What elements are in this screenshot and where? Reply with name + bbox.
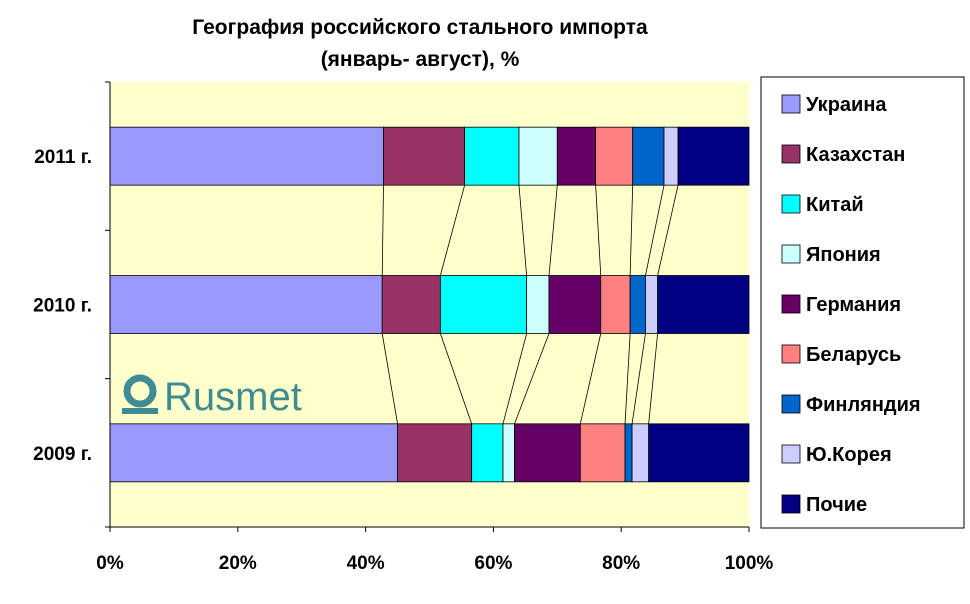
bar-segment-2-3 bbox=[397, 423, 473, 483]
x-tick-label: 20% bbox=[219, 553, 257, 574]
series-line bbox=[624, 333, 631, 424]
bar-segment-6-1 bbox=[595, 126, 634, 186]
series-line bbox=[648, 333, 659, 424]
bar-segment-4-3 bbox=[502, 423, 515, 483]
bar-segment-5-3 bbox=[514, 423, 581, 483]
legend-swatch bbox=[781, 494, 801, 514]
legend-label: Китай bbox=[806, 194, 864, 216]
legend-label: Япония bbox=[806, 244, 881, 266]
rusmet-logo-text: Rusmet bbox=[164, 375, 302, 419]
legend-swatch bbox=[781, 194, 801, 214]
x-tick-label: 60% bbox=[474, 553, 512, 574]
bar-segment-2-2 bbox=[381, 275, 441, 334]
series-line bbox=[629, 185, 634, 276]
legend-swatch bbox=[781, 344, 801, 364]
bar-segment-4-1 bbox=[518, 126, 558, 186]
legend-label: Ю.Корея bbox=[806, 444, 892, 466]
bar-segment-4-2 bbox=[526, 275, 550, 334]
series-line bbox=[514, 333, 550, 424]
legend-swatch bbox=[781, 244, 801, 264]
series-line bbox=[645, 185, 665, 276]
bar-segment-3-3 bbox=[471, 423, 504, 483]
rusmet-watermark: Rusmet bbox=[122, 374, 302, 419]
x-tick-label: 100% bbox=[725, 553, 774, 574]
chart-subtitle: (январь- август), % bbox=[321, 48, 520, 71]
series-line bbox=[595, 185, 602, 276]
legend: Украина Казахстан Китай Япония Германия Белар… bbox=[760, 76, 965, 529]
bar-segment-9-1 bbox=[677, 126, 750, 186]
chart-title: География российского стального импорта bbox=[192, 16, 648, 39]
bar-segment-8-2 bbox=[645, 275, 659, 334]
bar-segment-7-1 bbox=[632, 126, 665, 186]
legend-label: Германия bbox=[806, 294, 901, 316]
legend-swatch bbox=[781, 94, 801, 114]
series-line bbox=[631, 333, 646, 424]
bar-segment-2-1 bbox=[383, 126, 466, 186]
legend-label: Казахстан bbox=[806, 144, 905, 166]
bar-segment-6-2 bbox=[600, 275, 631, 334]
bar-segment-9-2 bbox=[657, 275, 750, 334]
bar-segment-8-1 bbox=[663, 126, 679, 186]
legend-swatch bbox=[781, 294, 801, 314]
bar-segment-6-3 bbox=[579, 423, 626, 483]
series-line bbox=[381, 185, 384, 276]
x-tick-label: 80% bbox=[602, 553, 640, 574]
x-tick-label: 40% bbox=[347, 553, 385, 574]
series-line bbox=[657, 185, 679, 276]
legend-swatch bbox=[781, 144, 801, 164]
bar-segment-1-1 bbox=[109, 126, 384, 186]
x-tick-label: 0% bbox=[96, 553, 124, 574]
series-line bbox=[502, 333, 528, 424]
rusmet-logo-icon bbox=[122, 374, 158, 414]
category-label: 2011 г. bbox=[34, 147, 92, 168]
legend-label: Почие bbox=[806, 494, 867, 516]
category-label: 2009 г. bbox=[33, 444, 92, 465]
bar-segment-3-2 bbox=[439, 275, 528, 334]
series-line bbox=[439, 185, 466, 276]
legend-label: Беларусь bbox=[806, 344, 901, 366]
legend-swatch bbox=[781, 394, 801, 414]
bar-segment-1-3 bbox=[109, 423, 398, 483]
series-line bbox=[518, 185, 528, 276]
bar-segment-9-3 bbox=[648, 423, 750, 483]
legend-label: Финляндия bbox=[806, 394, 921, 416]
bar-segment-7-2 bbox=[629, 275, 646, 334]
bar-segment-3-1 bbox=[464, 126, 520, 186]
category-label: 2010 г. bbox=[33, 296, 92, 317]
bar-segment-8-3 bbox=[631, 423, 650, 483]
plot-area: 2011 г. 2010 г. 2009 г. 0% 20% 40% 60% 80% 100% bbox=[33, 81, 774, 574]
series-line bbox=[579, 333, 602, 424]
bar-segment-7-3 bbox=[624, 423, 633, 483]
bar-segment-5-2 bbox=[548, 275, 602, 334]
bar-segment-5-1 bbox=[556, 126, 597, 186]
series-line bbox=[381, 333, 398, 424]
series-line bbox=[439, 333, 473, 424]
series-line bbox=[548, 185, 558, 276]
legend-swatch bbox=[781, 444, 801, 464]
bar-segment-1-2 bbox=[109, 275, 383, 334]
legend-label: Украина bbox=[806, 94, 887, 116]
